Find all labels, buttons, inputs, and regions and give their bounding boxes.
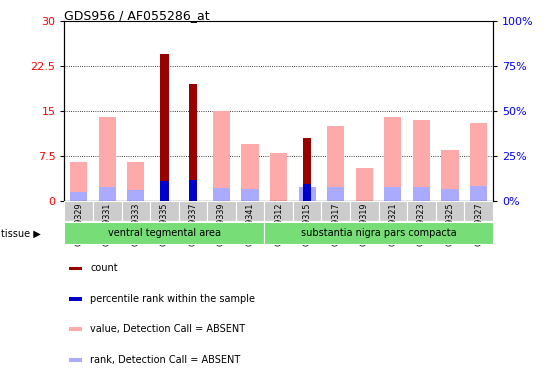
- Text: rank, Detection Call = ABSENT: rank, Detection Call = ABSENT: [90, 355, 240, 365]
- Bar: [241, 144, 259, 201]
- Bar: [303, 138, 311, 201]
- Bar: [264, 222, 493, 245]
- Bar: [69, 297, 82, 301]
- Text: value, Detection Call = ABSENT: value, Detection Call = ABSENT: [90, 324, 245, 334]
- Bar: [150, 201, 179, 221]
- Text: GSM19315: GSM19315: [302, 202, 312, 246]
- Text: percentile rank within the sample: percentile rank within the sample: [90, 294, 255, 304]
- Bar: [189, 84, 197, 201]
- Bar: [122, 201, 150, 221]
- Bar: [441, 189, 459, 201]
- Bar: [69, 267, 82, 270]
- Bar: [436, 201, 464, 221]
- Bar: [241, 189, 259, 201]
- Text: GSM19321: GSM19321: [388, 202, 398, 246]
- Bar: [321, 201, 350, 221]
- Bar: [93, 201, 122, 221]
- Bar: [64, 222, 264, 245]
- Bar: [213, 188, 230, 201]
- Bar: [293, 201, 321, 221]
- Text: GSM19335: GSM19335: [160, 202, 169, 246]
- Bar: [441, 150, 459, 201]
- Text: GDS956 / AF055286_at: GDS956 / AF055286_at: [64, 9, 210, 22]
- Text: GSM19331: GSM19331: [102, 202, 112, 246]
- Bar: [264, 201, 293, 221]
- Bar: [327, 187, 344, 201]
- Text: GSM19319: GSM19319: [360, 202, 369, 246]
- Bar: [413, 187, 430, 201]
- Bar: [207, 201, 236, 221]
- Text: GSM19312: GSM19312: [274, 202, 283, 246]
- Text: substantia nigra pars compacta: substantia nigra pars compacta: [301, 228, 456, 238]
- Bar: [356, 168, 373, 201]
- Bar: [127, 190, 144, 201]
- Bar: [470, 123, 487, 201]
- Bar: [236, 201, 264, 221]
- Bar: [379, 201, 407, 221]
- Bar: [160, 181, 169, 201]
- Bar: [127, 162, 144, 201]
- Bar: [69, 358, 82, 362]
- Bar: [413, 120, 430, 201]
- Bar: [64, 201, 93, 221]
- Bar: [470, 186, 487, 201]
- Text: tissue ▶: tissue ▶: [1, 228, 41, 238]
- Bar: [99, 117, 116, 201]
- Bar: [384, 117, 402, 201]
- Text: GSM19325: GSM19325: [445, 202, 455, 246]
- Text: GSM19339: GSM19339: [217, 202, 226, 246]
- Bar: [160, 54, 169, 201]
- Text: GSM19333: GSM19333: [131, 202, 141, 246]
- Bar: [327, 126, 344, 201]
- Bar: [298, 187, 316, 201]
- Bar: [350, 201, 379, 221]
- Bar: [189, 180, 197, 201]
- Text: GSM19337: GSM19337: [188, 202, 198, 246]
- Text: GSM19317: GSM19317: [331, 202, 340, 246]
- Bar: [99, 187, 116, 201]
- Bar: [179, 201, 207, 221]
- Text: GSM19327: GSM19327: [474, 202, 483, 246]
- Bar: [69, 327, 82, 331]
- Text: GSM19329: GSM19329: [74, 202, 83, 246]
- Bar: [384, 187, 402, 201]
- Text: GSM19323: GSM19323: [417, 202, 426, 246]
- Bar: [270, 153, 287, 201]
- Bar: [70, 162, 87, 201]
- Bar: [407, 201, 436, 221]
- Text: ventral tegmental area: ventral tegmental area: [108, 228, 221, 238]
- Text: GSM19341: GSM19341: [245, 202, 255, 246]
- Bar: [303, 184, 311, 201]
- Bar: [464, 201, 493, 221]
- Bar: [213, 111, 230, 201]
- Text: count: count: [90, 263, 118, 273]
- Bar: [70, 192, 87, 201]
